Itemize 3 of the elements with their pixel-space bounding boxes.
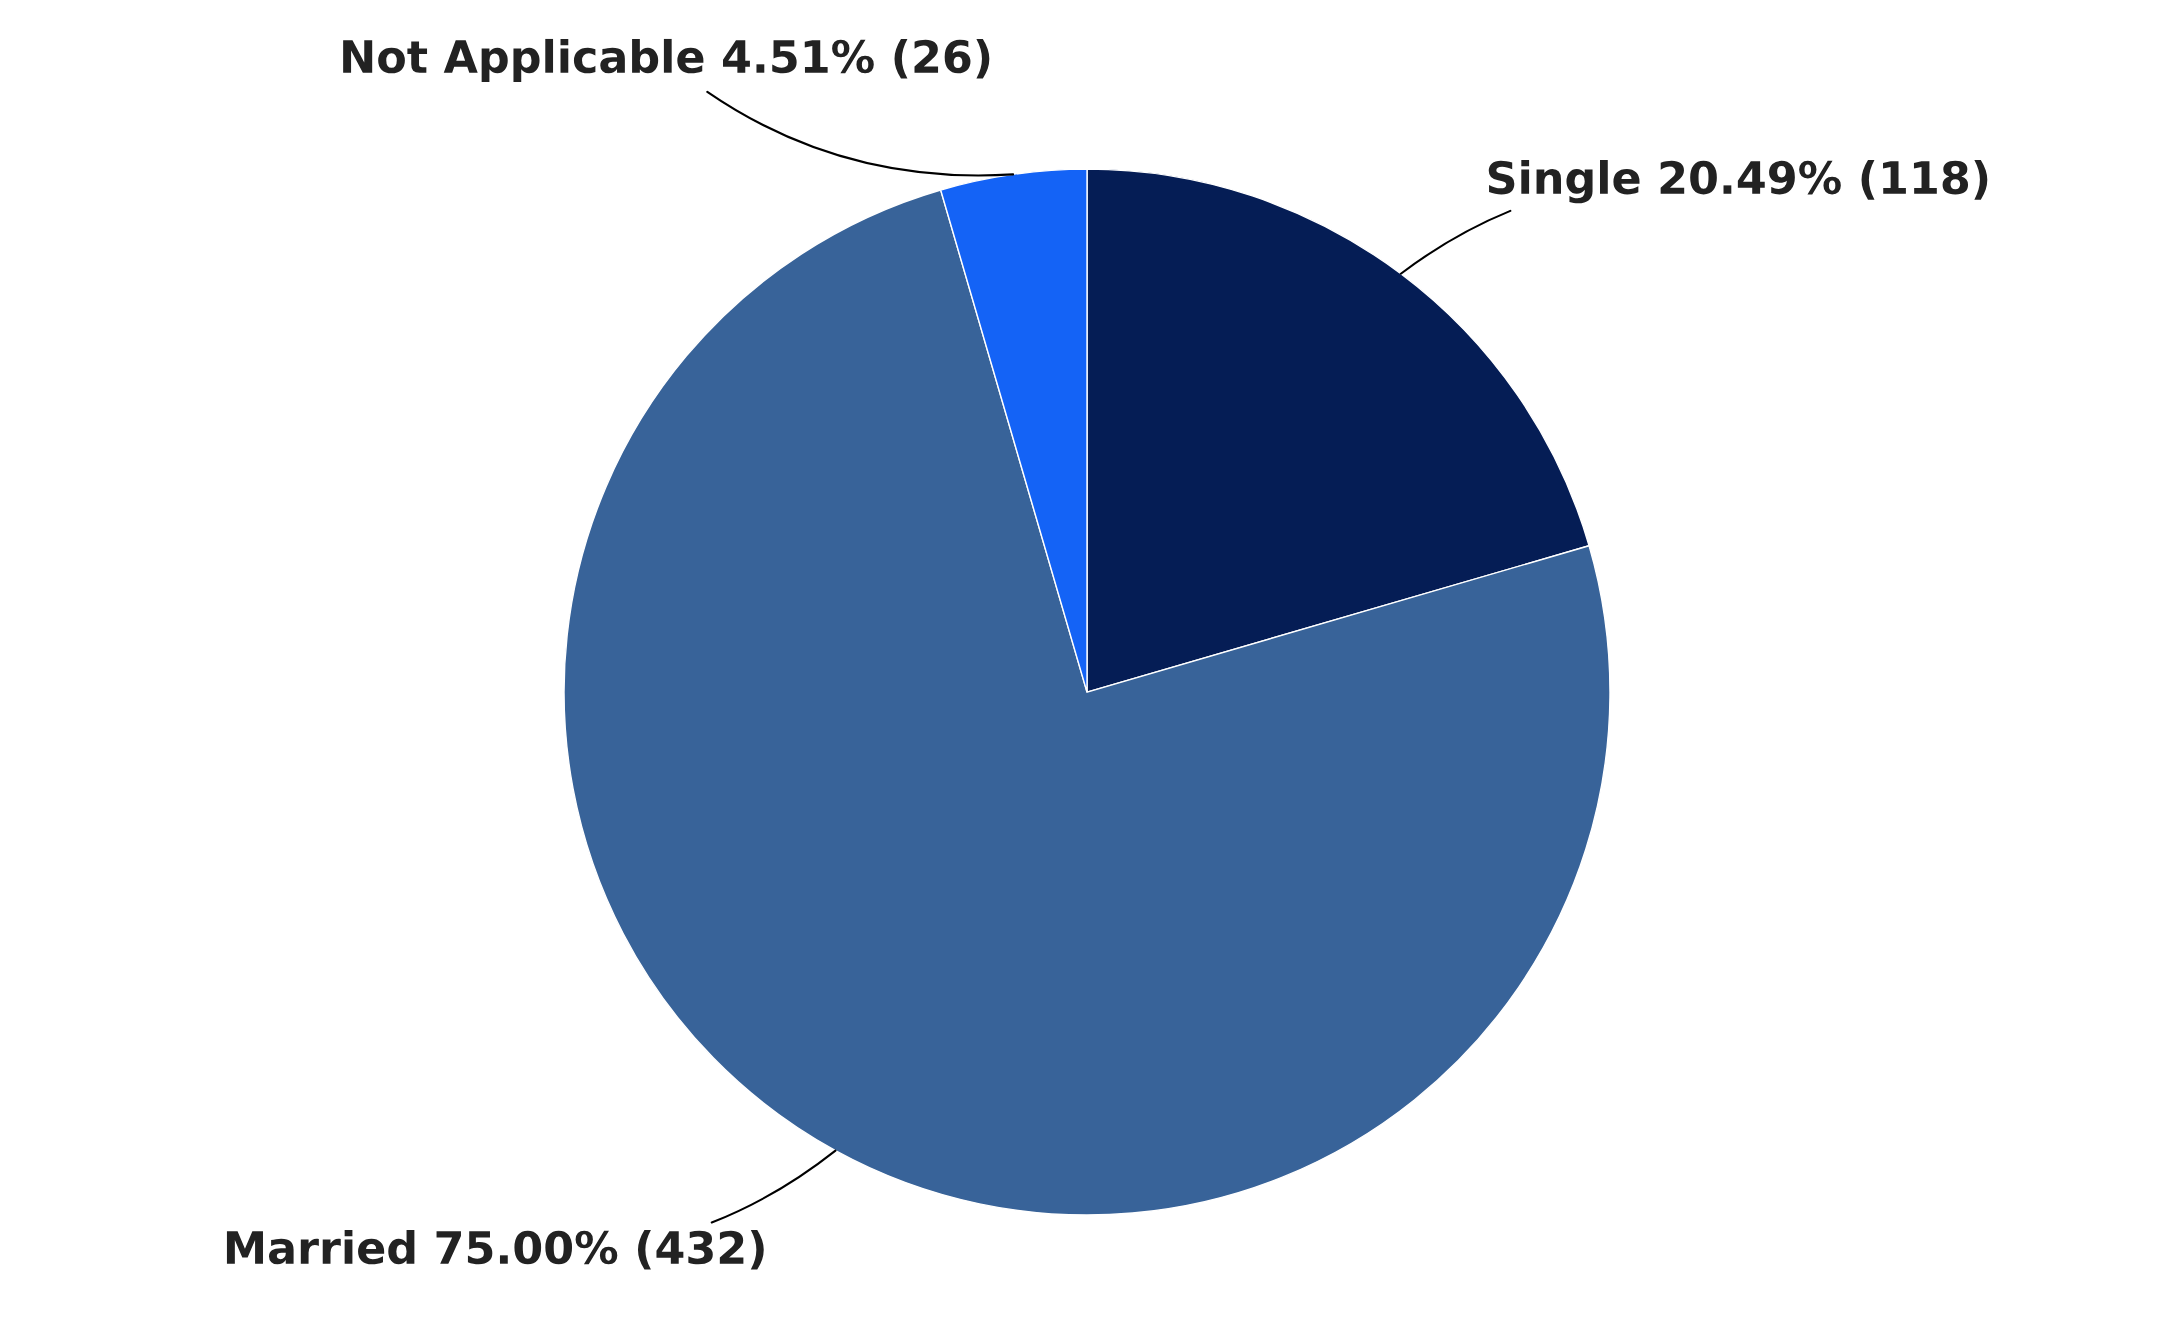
slice-label: Not Applicable 4.51% (26) [343, 38, 990, 82]
slice-label: Single 20.49% (118) [1488, 160, 1988, 204]
slice-label: Married 75.00% (432) [226, 1229, 764, 1270]
